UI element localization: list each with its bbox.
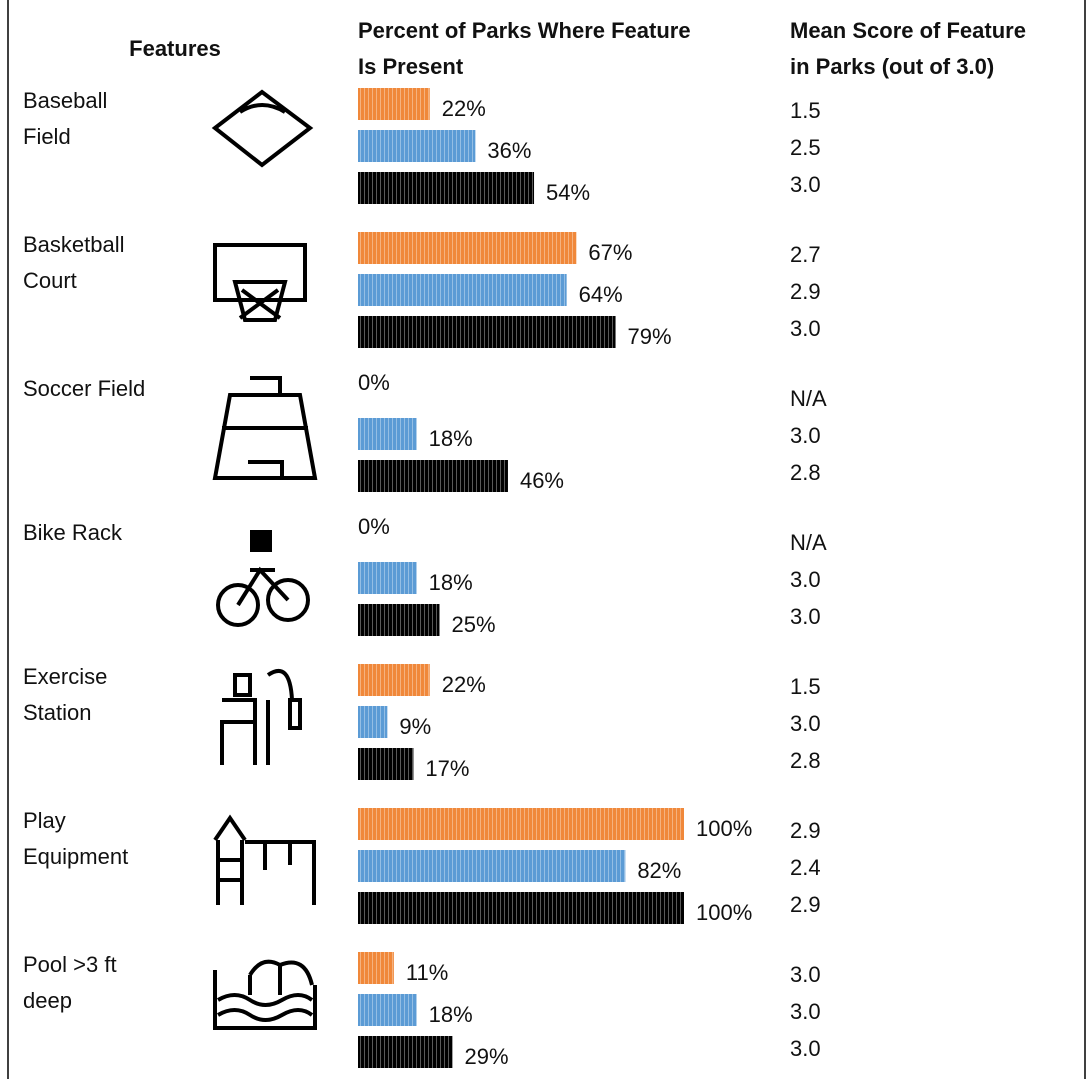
bar-label: 36% [487, 138, 531, 163]
feature-name: Equipment [23, 844, 128, 869]
score: 2.4 [790, 855, 821, 880]
score: 2.5 [790, 135, 821, 160]
bar-label: 82% [637, 858, 681, 883]
score: 3.0 [790, 711, 821, 736]
icon-bike [216, 566, 311, 627]
bar-label: 22% [442, 672, 486, 697]
bar-texture [358, 88, 430, 120]
bar-label: 22% [442, 96, 486, 121]
bar-texture [358, 892, 684, 924]
bar-texture [358, 748, 414, 780]
bar-texture [358, 952, 394, 984]
feature-name: Soccer Field [23, 376, 145, 401]
bar-label: 0% [358, 370, 390, 395]
score: N/A [790, 530, 827, 555]
header-score: Mean Score of Feature [790, 18, 1026, 43]
bar-texture [358, 460, 508, 492]
score: 2.9 [790, 279, 821, 304]
header-percent: Is Present [358, 54, 464, 79]
bar-texture [358, 664, 430, 696]
score: 2.8 [790, 748, 821, 773]
feature-name: deep [23, 988, 72, 1013]
bar-label: 100% [696, 900, 752, 925]
icon-soccer [212, 376, 318, 480]
score: 2.9 [790, 892, 821, 917]
icon-p [250, 530, 272, 552]
score: N/A [790, 386, 827, 411]
feature-name: Station [23, 700, 92, 725]
bar-texture [358, 850, 626, 882]
bar-label: 64% [579, 282, 623, 307]
header-percent: Percent of Parks Where Feature [358, 18, 691, 43]
icons [211, 89, 318, 1030]
feature-name: Play [23, 808, 66, 833]
bar-texture [358, 172, 535, 204]
score: 2.7 [790, 242, 821, 267]
icon-basketball [213, 243, 307, 322]
bar-texture [358, 316, 616, 348]
bar-label: 67% [588, 240, 632, 265]
score: 3.0 [790, 172, 821, 197]
feature-name: Baseball [23, 88, 107, 113]
bar-label: 100% [696, 816, 752, 841]
bar-texture [358, 562, 417, 594]
feature-name: Basketball [23, 232, 125, 257]
feature-name: Pool >3 ft [23, 952, 117, 977]
feature-name: Exercise [23, 664, 107, 689]
score: 2.8 [790, 460, 821, 485]
bar-label: 46% [520, 468, 564, 493]
bar-label: 79% [628, 324, 672, 349]
score: 2.9 [790, 818, 821, 843]
score: 3.0 [790, 604, 821, 629]
header-features: Features [129, 36, 221, 61]
icon-pool [213, 959, 317, 1030]
bar-label: 18% [429, 426, 473, 451]
bar-label: 18% [429, 1002, 473, 1027]
icon-play [213, 814, 316, 905]
bar-label: 9% [399, 714, 431, 739]
bar-texture [358, 808, 684, 840]
score: 3.0 [790, 962, 821, 987]
bar-label: 54% [546, 180, 590, 205]
score: 3.0 [790, 567, 821, 592]
bar-texture [358, 418, 417, 450]
bar-texture [358, 274, 567, 306]
bar-label: 17% [425, 756, 469, 781]
bar-texture [358, 994, 417, 1026]
bar-label: 0% [358, 514, 390, 539]
header-score: in Parks (out of 3.0) [790, 54, 994, 79]
score: 3.0 [790, 1036, 821, 1061]
bar-texture [358, 1036, 453, 1068]
bar-label: 11% [406, 960, 448, 985]
bar-label: 18% [429, 570, 473, 595]
bar-label: 25% [452, 612, 496, 637]
bar-texture [358, 604, 440, 636]
icon-baseball [211, 89, 314, 168]
score: 3.0 [790, 999, 821, 1024]
icon-exercise [220, 668, 302, 765]
feature-name: Court [23, 268, 77, 293]
score: 1.5 [790, 674, 821, 699]
score: 3.0 [790, 423, 821, 448]
bar-texture [358, 130, 476, 162]
bar-label: 29% [465, 1044, 509, 1069]
score: 1.5 [790, 98, 821, 123]
score: 3.0 [790, 316, 821, 341]
feature-name: Bike Rack [23, 520, 123, 545]
feature-name: Field [23, 124, 71, 149]
bar-texture [358, 232, 577, 264]
bar-texture [358, 706, 388, 738]
